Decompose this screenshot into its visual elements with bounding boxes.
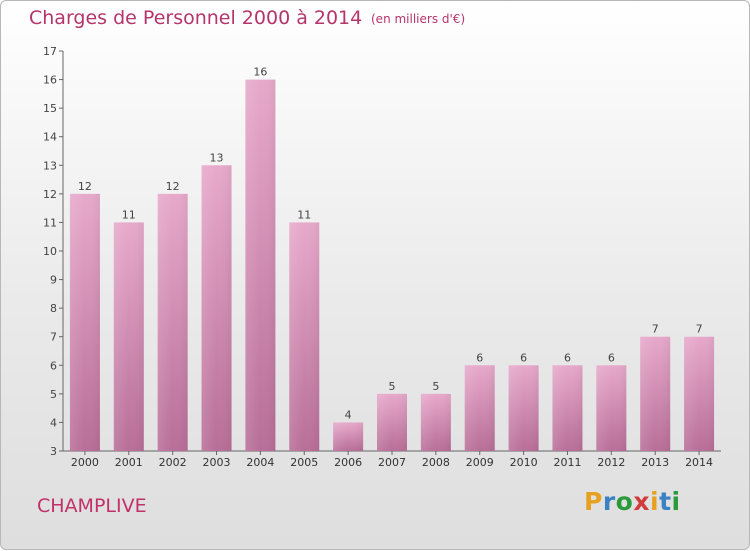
logo-letter: P: [584, 487, 603, 516]
chart-subtitle: (en milliers d'€): [371, 12, 466, 26]
x-tick-label: 2010: [510, 456, 538, 469]
y-tick-label: 12: [43, 188, 57, 201]
bar-shade: [69, 193, 100, 451]
logo-letter: o: [615, 487, 634, 516]
logo-letter: x: [633, 487, 650, 516]
y-tick-label: 9: [50, 274, 57, 287]
bar-shade: [552, 365, 583, 451]
x-tick-label: 2002: [159, 456, 187, 469]
bar-shade: [508, 365, 539, 451]
logo-letter: i: [671, 487, 681, 516]
bar-shade: [245, 79, 276, 452]
bar-shade: [640, 336, 671, 451]
x-tick-label: 2005: [290, 456, 318, 469]
y-tick-label: 8: [50, 302, 57, 315]
data-label: 7: [696, 323, 703, 336]
x-tick-label: 2003: [203, 456, 231, 469]
bar-shade: [596, 365, 627, 451]
x-tick-label: 2011: [553, 456, 581, 469]
x-tick-label: 2013: [641, 456, 669, 469]
y-tick-label: 4: [50, 416, 57, 429]
data-label: 4: [345, 408, 352, 421]
commune-name: CHAMPLIVE: [37, 495, 147, 517]
bar-shade: [464, 365, 495, 451]
y-tick-label: 5: [50, 388, 57, 401]
chart-title: Charges de Personnel 2000 à 2014: [29, 7, 363, 29]
x-tick-label: 2000: [71, 456, 99, 469]
data-label: 6: [608, 351, 615, 364]
y-tick-label: 14: [43, 131, 57, 144]
y-tick-label: 11: [43, 216, 57, 229]
bar-shade: [684, 336, 715, 451]
data-label: 11: [297, 208, 311, 221]
bar-shade: [289, 222, 320, 451]
data-label: 7: [652, 323, 659, 336]
bar-shade: [333, 422, 364, 451]
bar-shade: [157, 193, 188, 451]
bar-shade: [113, 222, 144, 451]
y-tick-label: 3: [50, 445, 57, 458]
data-label: 13: [210, 151, 224, 164]
x-tick-label: 2008: [422, 456, 450, 469]
y-tick-label: 7: [50, 331, 57, 344]
x-tick-label: 2007: [378, 456, 406, 469]
x-tick-label: 2012: [597, 456, 625, 469]
data-label: 11: [122, 208, 136, 221]
data-label: 16: [253, 66, 267, 79]
proxiti-logo: Proxiti: [584, 487, 681, 516]
logo-letter: r: [602, 487, 616, 516]
logo-letter: t: [659, 487, 672, 516]
x-tick-label: 2004: [246, 456, 274, 469]
data-label: 5: [432, 380, 439, 393]
data-label: 5: [389, 380, 396, 393]
data-label: 6: [564, 351, 571, 364]
y-tick-label: 13: [43, 159, 57, 172]
x-tick-label: 2006: [334, 456, 362, 469]
data-label: 12: [166, 180, 180, 193]
x-tick-label: 2014: [685, 456, 713, 469]
data-label: 6: [520, 351, 527, 364]
y-tick-label: 6: [50, 359, 57, 372]
bar-shade: [201, 165, 232, 452]
x-tick-label: 2001: [115, 456, 143, 469]
logo-letter: i: [650, 487, 660, 516]
bar-shade: [420, 393, 451, 451]
bar-shade: [377, 393, 407, 451]
data-label: 12: [78, 180, 92, 193]
y-tick-label: 10: [43, 245, 57, 258]
y-tick-label: 15: [43, 102, 57, 115]
x-tick-label: 2009: [466, 456, 494, 469]
data-label: 6: [476, 351, 483, 364]
y-tick-label: 16: [43, 74, 57, 87]
y-tick-label: 17: [43, 45, 57, 58]
